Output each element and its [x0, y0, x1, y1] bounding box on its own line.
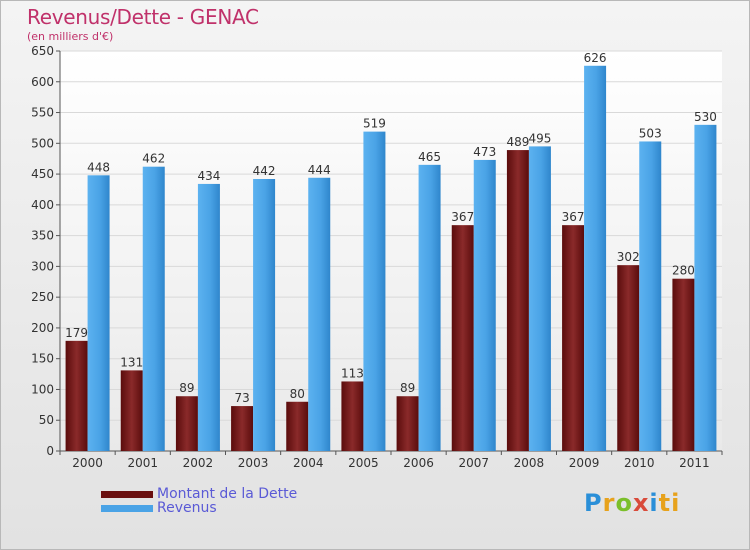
- bar-dette: [231, 406, 254, 451]
- data-label-dette: 131: [120, 355, 143, 369]
- bar-revenus: [142, 166, 165, 451]
- x-tick-label: 2003: [238, 456, 269, 470]
- logo-letter: i: [649, 489, 659, 517]
- data-label-revenus: 503: [639, 126, 662, 140]
- bar-revenus: [473, 159, 496, 451]
- legend-label-dette: Montant de la Dette: [157, 486, 298, 502]
- data-label-dette: 489: [506, 135, 529, 149]
- data-label-dette: 179: [65, 326, 88, 340]
- y-tick-label: 200: [31, 321, 54, 335]
- bar-dette: [451, 225, 474, 451]
- y-tick-label: 100: [31, 382, 54, 396]
- bar-dette: [286, 401, 309, 451]
- logo-letter: ti: [658, 489, 681, 517]
- x-tick-label: 2007: [458, 456, 489, 470]
- data-label-dette: 367: [562, 210, 585, 224]
- x-tick-label: 2002: [183, 456, 214, 470]
- bar-dette: [175, 396, 198, 451]
- x-tick-label: 2004: [293, 456, 324, 470]
- y-tick-label: 300: [31, 259, 54, 273]
- bar-revenus: [584, 65, 607, 452]
- legend-item-dette: Montant de la Dette: [101, 486, 298, 502]
- data-label-dette: 280: [672, 264, 695, 278]
- chart-title: Revenus/Dette - GENAC: [27, 5, 259, 29]
- data-label-revenus: 626: [584, 51, 607, 65]
- x-tick-label: 2001: [127, 456, 158, 470]
- legend-label-revenus: Revenus: [157, 500, 217, 516]
- bar-revenus: [308, 177, 331, 451]
- x-tick-label: 2011: [679, 456, 710, 470]
- x-tick-label: 2010: [624, 456, 655, 470]
- x-tick-label: 2000: [72, 456, 103, 470]
- data-label-revenus: 444: [308, 163, 331, 177]
- data-label-revenus: 465: [418, 150, 441, 164]
- data-label-revenus: 495: [528, 131, 551, 145]
- y-tick-label: 500: [31, 136, 54, 150]
- bar-revenus: [418, 164, 441, 451]
- plot-area: [60, 51, 722, 451]
- bar-dette: [672, 278, 695, 451]
- y-tick-label: 0: [46, 444, 54, 458]
- y-tick-label: 150: [31, 352, 54, 366]
- y-tick-label: 350: [31, 229, 54, 243]
- logo-letter: x: [632, 489, 650, 517]
- data-label-dette: 89: [400, 381, 415, 395]
- x-tick-label: 2005: [348, 456, 379, 470]
- y-tick-label: 400: [31, 198, 54, 212]
- bar-revenus: [87, 175, 110, 452]
- y-tick-label: 650: [31, 44, 54, 58]
- chart-subtitle: (en milliers d'€): [27, 30, 114, 43]
- bar-dette: [396, 396, 419, 451]
- bar-dette: [506, 150, 529, 452]
- y-tick-label: 50: [39, 413, 54, 427]
- data-label-dette: 367: [451, 210, 474, 224]
- x-tick-label: 2009: [569, 456, 600, 470]
- logo-letter: P: [584, 489, 603, 517]
- legend-item-revenus: Revenus: [101, 500, 297, 516]
- data-label-revenus: 530: [694, 110, 717, 124]
- data-label-dette: 80: [290, 387, 305, 401]
- x-tick-label: 2006: [403, 456, 434, 470]
- proxiti-logo: Proxiti: [584, 489, 680, 517]
- legend-swatch-revenus: [101, 504, 153, 512]
- x-tick-label: 2008: [514, 456, 545, 470]
- bar-revenus: [694, 124, 717, 451]
- data-label-dette: 113: [341, 366, 364, 380]
- data-label-revenus: 434: [197, 169, 220, 183]
- data-label-revenus: 448: [87, 160, 110, 174]
- data-label-revenus: 473: [473, 145, 496, 159]
- bar-dette: [65, 340, 88, 451]
- data-label-revenus: 442: [253, 164, 276, 178]
- y-tick-label: 250: [31, 290, 54, 304]
- bar-dette: [120, 370, 143, 451]
- data-label-revenus: 519: [363, 117, 386, 131]
- legend-swatch-dette: [101, 490, 153, 498]
- y-tick-label: 550: [31, 106, 54, 120]
- data-label-dette: 89: [179, 381, 194, 395]
- bar-revenus: [197, 183, 220, 451]
- bar-revenus: [253, 179, 276, 451]
- data-label-revenus: 462: [142, 152, 165, 166]
- bar-revenus: [639, 141, 662, 451]
- logo-letter: r: [602, 489, 616, 517]
- bar-dette: [341, 381, 364, 451]
- bar-revenus: [528, 146, 551, 451]
- data-label-dette: 73: [234, 391, 249, 405]
- y-tick-label: 600: [31, 75, 54, 89]
- y-tick-label: 450: [31, 167, 54, 181]
- logo-letter: o: [615, 489, 633, 517]
- bar-dette: [617, 265, 640, 451]
- bar-dette: [562, 225, 585, 451]
- bar-revenus: [363, 131, 386, 451]
- legend: Montant de la Dette Revenus: [101, 486, 298, 516]
- data-label-dette: 302: [617, 250, 640, 264]
